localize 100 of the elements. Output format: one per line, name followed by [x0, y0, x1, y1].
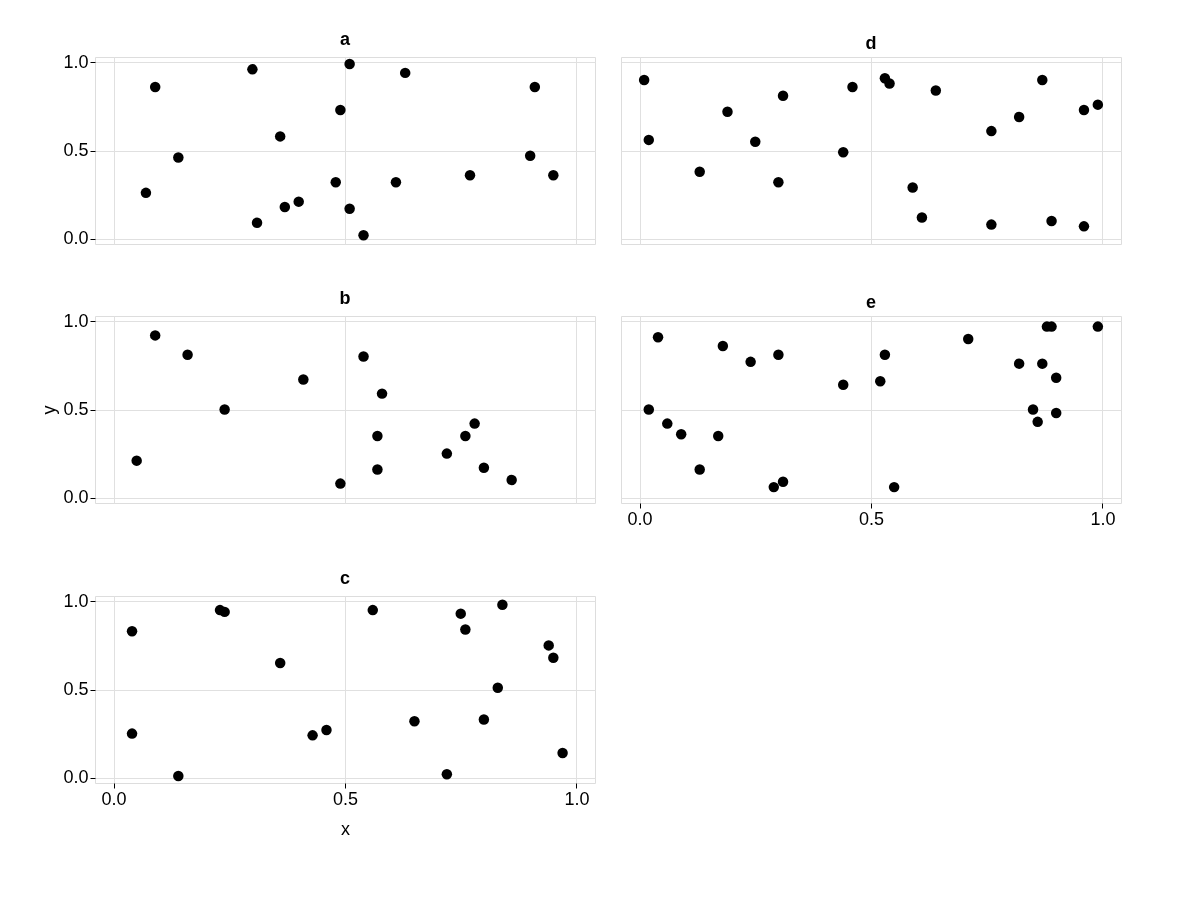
point: [219, 606, 230, 618]
point: [293, 196, 304, 207]
chart-title: b: [339, 288, 351, 309]
point: [1050, 372, 1062, 383]
point: [986, 125, 997, 137]
point: [279, 201, 291, 213]
x-tick-label: 0.0: [627, 508, 653, 529]
point: [464, 169, 476, 181]
point: [140, 187, 152, 199]
point: [1078, 104, 1090, 116]
point: [662, 418, 673, 429]
point: [307, 730, 318, 741]
point: [837, 147, 849, 158]
point: [441, 768, 453, 780]
point: [524, 150, 536, 162]
y-tick-label: 0.5: [63, 399, 89, 419]
point: [777, 476, 789, 488]
point: [1092, 321, 1104, 332]
point: [962, 333, 974, 345]
point: [478, 462, 490, 473]
point: [1046, 215, 1057, 227]
point: [875, 376, 886, 387]
point: [907, 182, 918, 193]
point: [750, 136, 761, 147]
y-axis-title: y: [39, 405, 60, 415]
point: [548, 652, 559, 663]
x-tick-label: 1.0: [564, 788, 590, 809]
point: [1027, 404, 1039, 415]
point: [1037, 358, 1048, 369]
x-tick-label: 1.0: [1090, 508, 1116, 529]
y-tick-label: 0.5: [63, 679, 89, 699]
point: [652, 331, 664, 343]
point: [321, 724, 332, 736]
point: [455, 608, 466, 619]
y-tick-label: 1.0: [63, 310, 89, 331]
point: [506, 474, 517, 486]
point: [251, 217, 263, 229]
point: [358, 229, 369, 241]
point: [888, 481, 900, 493]
point: [768, 481, 780, 493]
point: [930, 85, 942, 96]
point: [1013, 358, 1025, 369]
point: [777, 90, 789, 102]
point: [675, 428, 687, 440]
point: [390, 177, 402, 188]
point: [884, 78, 895, 89]
point: [335, 104, 346, 116]
y-tick-label: 0.0: [63, 228, 89, 249]
point: [773, 177, 784, 188]
chart-title: a: [339, 29, 351, 50]
point: [1013, 111, 1025, 123]
x-tick-label: 0.5: [332, 788, 359, 809]
point: [247, 64, 258, 75]
point: [986, 219, 997, 230]
y-tick-label: 1.0: [63, 590, 89, 611]
chart-title: e: [865, 292, 877, 312]
y-tick-label: 1.0: [63, 51, 89, 72]
point: [344, 203, 355, 214]
point: [149, 81, 161, 93]
point: [712, 430, 724, 442]
y-tick-label: 0.0: [63, 767, 89, 788]
point: [376, 388, 388, 399]
x-tick-label: 0.5: [858, 508, 885, 529]
point: [529, 81, 541, 93]
point: [367, 604, 379, 616]
point: [126, 626, 138, 637]
point: [409, 716, 420, 727]
point: [717, 340, 729, 352]
point: [274, 131, 286, 142]
point: [219, 404, 230, 415]
point: [557, 747, 568, 759]
point: [722, 106, 733, 117]
point: [643, 404, 655, 415]
point: [131, 455, 142, 466]
point: [847, 81, 858, 93]
point: [469, 418, 480, 429]
point: [182, 349, 193, 361]
point: [1050, 407, 1062, 419]
point: [638, 74, 650, 86]
point: [1092, 99, 1104, 110]
point: [399, 67, 411, 79]
point: [837, 379, 849, 391]
point: [1032, 416, 1043, 428]
point: [358, 351, 369, 362]
point: [497, 599, 508, 611]
point: [543, 640, 554, 651]
point: [149, 330, 161, 341]
point: [330, 177, 341, 188]
point: [694, 166, 705, 177]
point: [441, 448, 453, 459]
point: [173, 770, 184, 782]
point: [916, 212, 928, 223]
point: [879, 349, 891, 361]
chart-title: c: [339, 568, 351, 589]
x-tick-label: 0.0: [101, 788, 127, 809]
point: [694, 464, 705, 475]
point: [274, 657, 286, 669]
point: [1078, 221, 1090, 232]
point: [335, 478, 346, 489]
point: [126, 728, 138, 739]
